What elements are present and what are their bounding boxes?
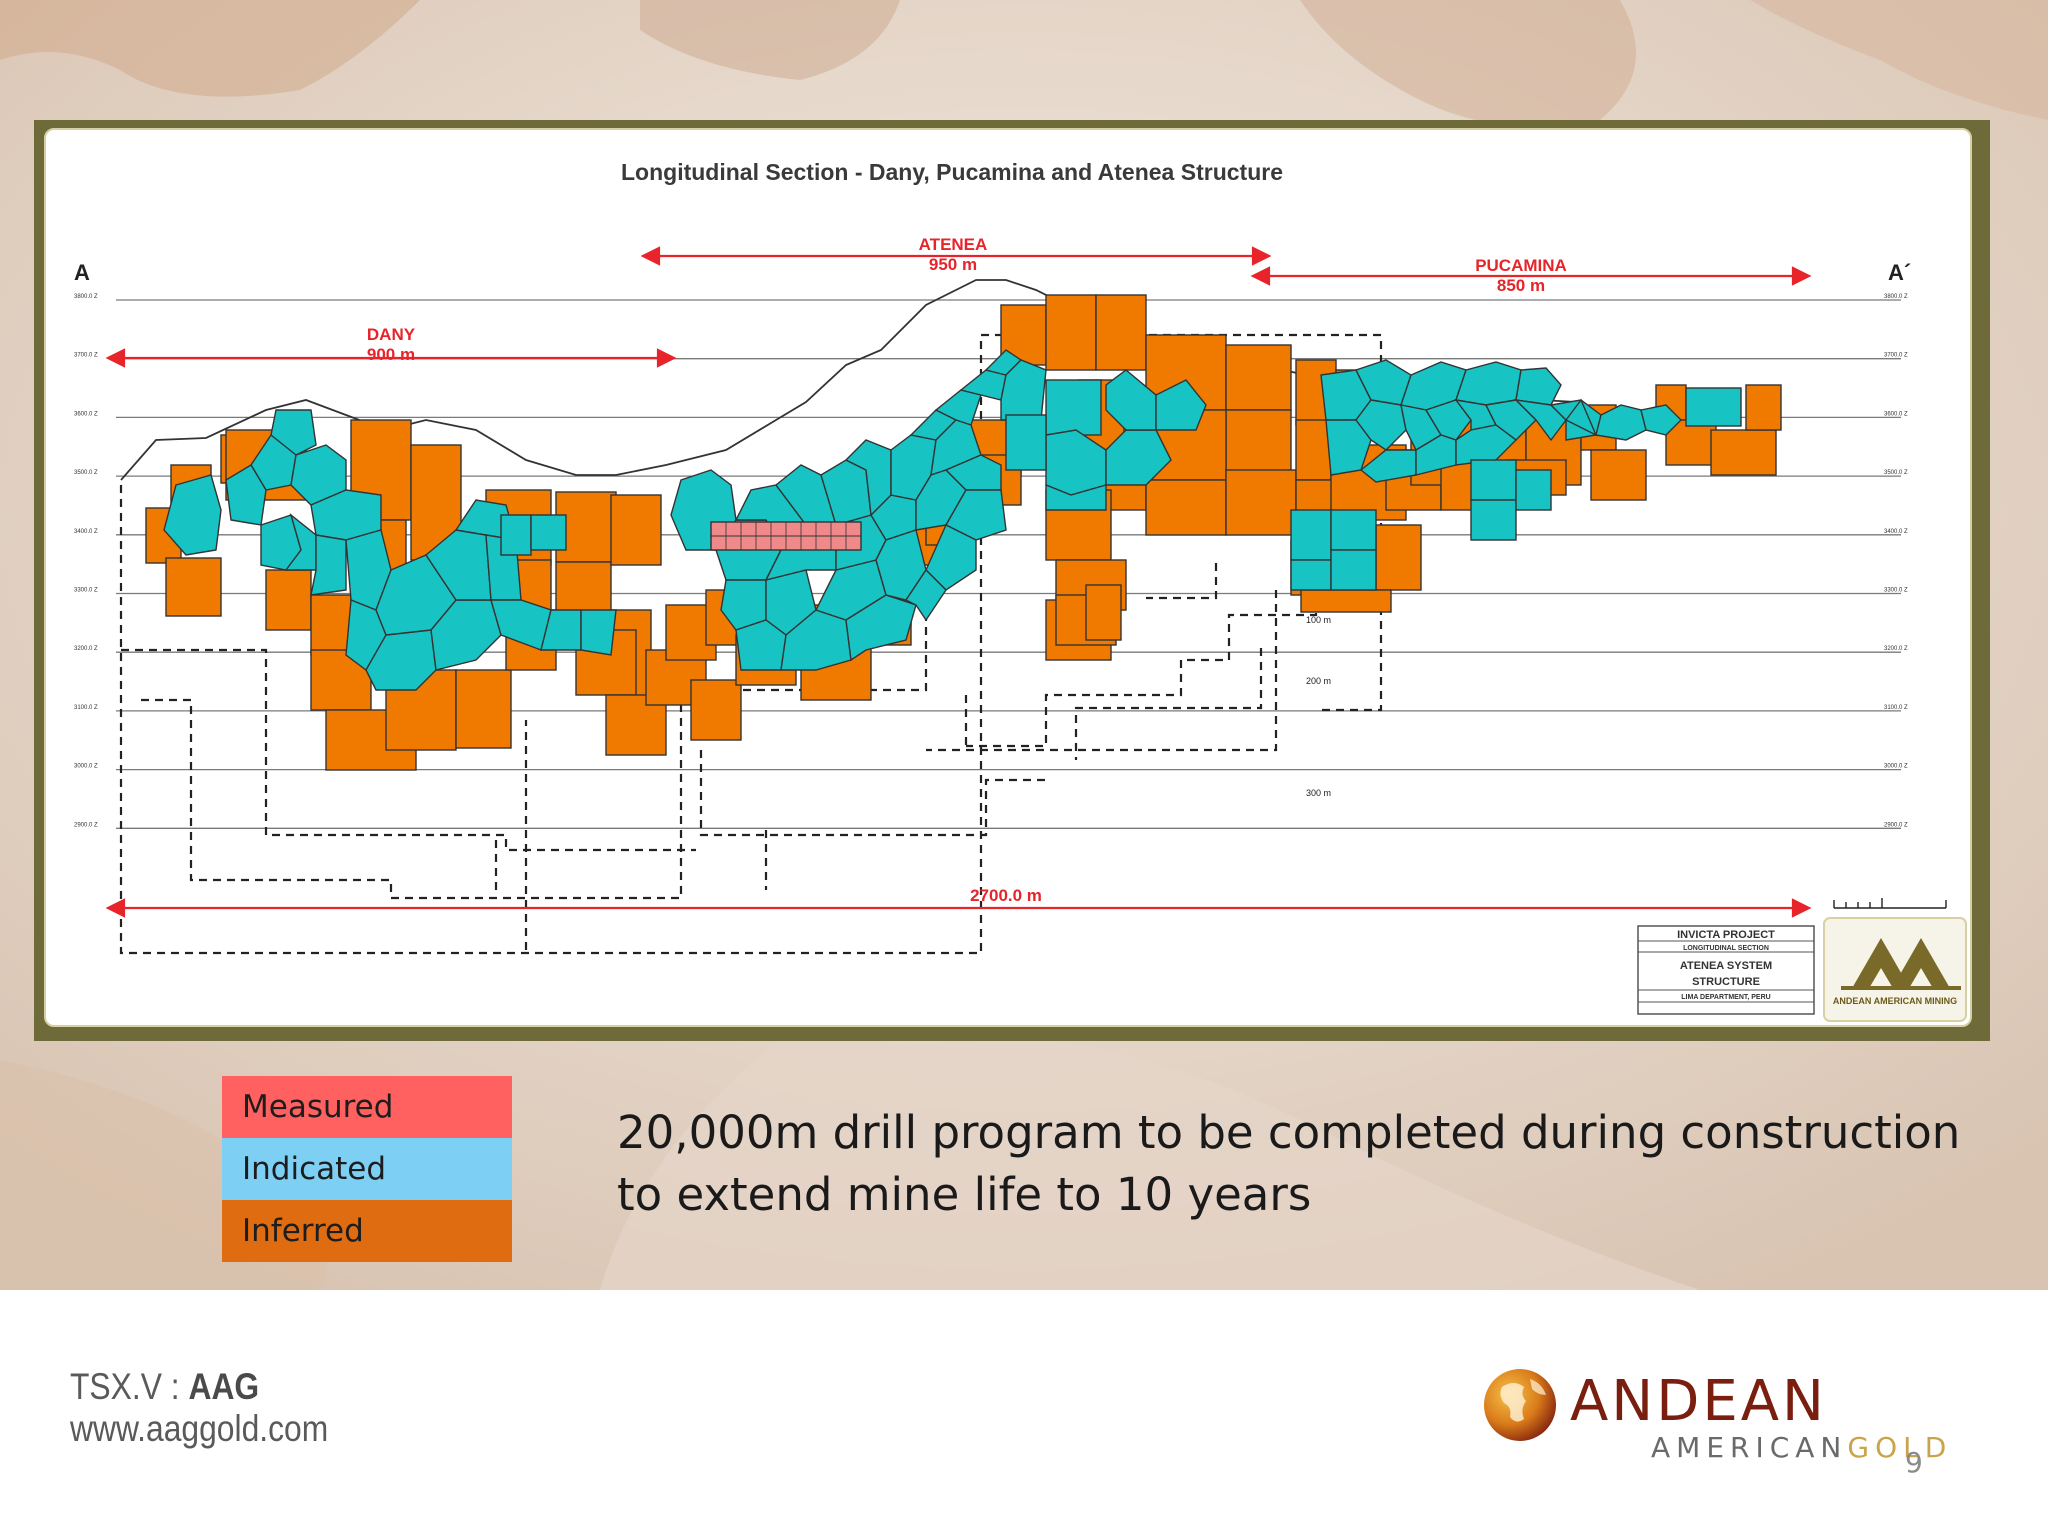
elevation-label: 3600.0 Z <box>1884 411 1908 417</box>
ticker-prefix: TSX.V : <box>70 1366 189 1407</box>
depth-label-100: 100 m <box>1306 615 1331 625</box>
zone-label-dany: DANY <box>367 325 416 344</box>
brand-name-american-gold: AMERICANGOLD <box>1651 1431 1952 1464</box>
elevation-labels-left: 3800.0 Z 3700.0 Z 3600.0 Z 3500.0 Z 3400.0 Z… <box>74 294 98 828</box>
depth-label-300: 300 m <box>1306 788 1331 798</box>
zone-label-atenea: ATENEA <box>919 235 988 254</box>
resource-legend: Measured Indicated Inferred <box>222 1076 512 1262</box>
title-block-project: INVICTA PROJECT <box>1677 929 1775 941</box>
zone-length-dany: 900 m <box>367 345 415 364</box>
title-block: INVICTA PROJECT LONGITUDINAL SECTION ATE… <box>1637 925 1815 1015</box>
title-block-system: ATENEA SYSTEM <box>1680 960 1772 972</box>
legend-item-measured: Measured <box>222 1076 512 1138</box>
elevation-label: 3800.0 Z <box>74 294 98 300</box>
diagram-frame: 3800.0 Z 3700.0 Z 3600.0 Z 3500.0 Z 3400.0 Z… <box>44 128 1972 1027</box>
zone-label-pucamina: PUCAMINA <box>1475 256 1567 275</box>
legend-label-indicated: Indicated <box>242 1151 387 1187</box>
elevation-label: 3600.0 Z <box>74 411 98 417</box>
legend-item-inferred: Inferred <box>222 1200 512 1262</box>
page-number: 9 <box>1905 1446 1923 1479</box>
elevation-label: 3700.0 Z <box>74 353 98 359</box>
measured-block <box>710 521 862 551</box>
elevation-label: 3000.0 Z <box>1884 764 1908 770</box>
diagram-title: Longitudinal Section - Dany, Pucamina an… <box>621 159 1283 185</box>
legend-label-inferred: Inferred <box>242 1213 364 1249</box>
scale-bar <box>1833 898 1947 909</box>
elevation-label: 2900.0 Z <box>1884 822 1908 828</box>
legend-label-measured: Measured <box>242 1089 394 1125</box>
section-marker-a-prime: A´ <box>1888 260 1911 285</box>
title-block-location: LIMA DEPARTMENT, PERU <box>1681 994 1770 1001</box>
website-link[interactable]: www.aaggold.com <box>70 1408 329 1449</box>
ticker-code: AAG <box>188 1366 260 1407</box>
elevation-label: 3800.0 Z <box>1884 294 1908 300</box>
elevation-label: 3100.0 Z <box>74 705 98 711</box>
elevation-label: 3200.0 Z <box>74 646 98 652</box>
title-block-section: LONGITUDINAL SECTION <box>1683 945 1769 952</box>
globe-icon <box>1484 1369 1556 1441</box>
section-marker-a: A <box>74 260 90 285</box>
ticker-symbol: TSX.V : AAG <box>70 1366 259 1408</box>
elevation-label: 3400.0 Z <box>1884 529 1908 535</box>
elevation-labels-right: 3800.0 Z 3700.0 Z 3600.0 Z 3500.0 Z 3400.0 Z… <box>1884 294 1908 828</box>
elevation-label: 3200.0 Z <box>1884 646 1908 652</box>
stamp-text: ANDEAN AMERICAN MINING <box>1833 996 1957 1006</box>
elevation-label: 3100.0 Z <box>1884 705 1908 711</box>
elevation-label: 3500.0 Z <box>74 470 98 476</box>
zone-length-atenea: 950 m <box>929 255 977 274</box>
zone-arrows <box>105 246 1812 918</box>
andean-american-gold-logo: ANDEAN AMERICANGOLD <box>1475 1355 1995 1475</box>
longitudinal-section-diagram: 3800.0 Z 3700.0 Z 3600.0 Z 3500.0 Z 3400.0 Z… <box>74 159 1967 1022</box>
elevation-label: 3300.0 Z <box>1884 588 1908 594</box>
elevation-label: 3700.0 Z <box>1884 353 1908 359</box>
brand-american: AMERICAN <box>1651 1431 1848 1464</box>
diagram-panel: 3800.0 Z 3700.0 Z 3600.0 Z 3500.0 Z 3400.0 Z… <box>34 120 1990 1041</box>
elevation-label: 3300.0 Z <box>74 588 98 594</box>
total-length-label: 2700.0 m <box>970 886 1042 905</box>
slide-caption: 20,000m drill program to be completed du… <box>617 1106 1961 1221</box>
depth-label-200: 200 m <box>1306 676 1331 686</box>
elevation-label: 3000.0 Z <box>74 764 98 770</box>
elevation-label: 3400.0 Z <box>74 529 98 535</box>
brand-name-andean: ANDEAN <box>1570 1369 1827 1434</box>
andean-american-mining-stamp: ANDEAN AMERICAN MINING <box>1823 917 1967 1022</box>
elevation-label: 2900.0 Z <box>74 822 98 828</box>
brand-gold: GOLD <box>1847 1431 1953 1464</box>
legend-item-indicated: Indicated <box>222 1138 512 1200</box>
title-block-structure: STRUCTURE <box>1692 976 1760 988</box>
zone-length-pucamina: 850 m <box>1497 276 1545 295</box>
elevation-label: 3500.0 Z <box>1884 470 1908 476</box>
